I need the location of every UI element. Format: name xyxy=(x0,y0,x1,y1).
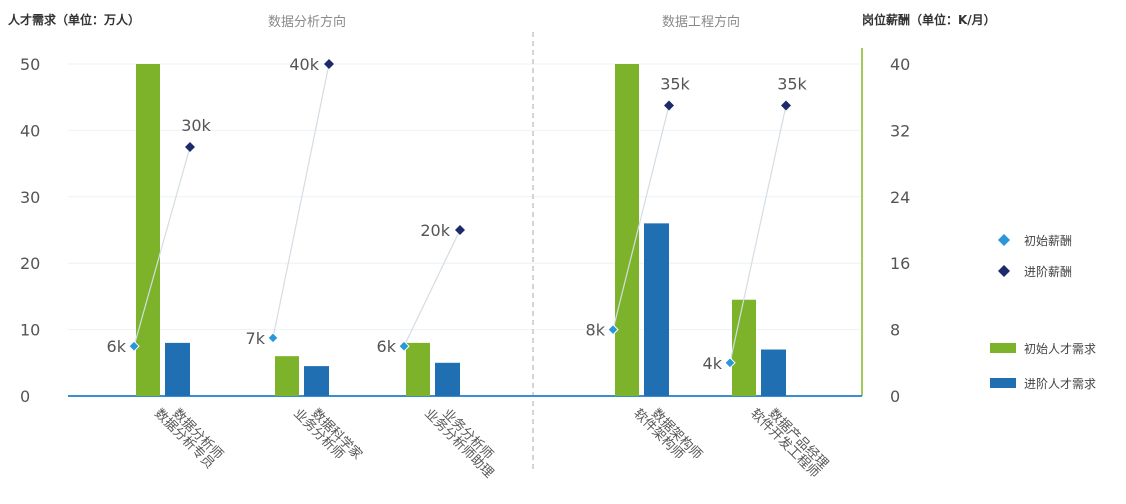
y-left-tick-label: 10 xyxy=(20,321,40,340)
connector-layer xyxy=(133,63,787,363)
legend-label: 初始薪酬 xyxy=(1024,234,1072,248)
y-left-tick-label: 30 xyxy=(20,188,40,207)
advanced-salary-marker xyxy=(664,100,674,111)
advanced-salary-label: 35k xyxy=(777,75,807,94)
advanced-salary-label: 35k xyxy=(660,75,690,94)
initial-salary-marker xyxy=(607,323,619,336)
y-left-axis-title: 人才需求（单位：万人） xyxy=(8,12,140,27)
y-left-tick-label: 0 xyxy=(20,387,30,406)
bar-layer xyxy=(136,64,786,396)
initial-salary-label: 6k xyxy=(377,337,397,356)
y-right-axis-title: 岗位薪酬（单位：K/月） xyxy=(862,12,996,27)
y-right-tick-label: 24 xyxy=(890,188,910,207)
legend-bar-swatch xyxy=(990,378,1016,388)
legend-label: 进阶人才需求 xyxy=(1024,377,1096,391)
initial-salary-marker xyxy=(128,340,140,352)
advanced-salary-marker xyxy=(455,225,465,235)
y-right-tick-label: 0 xyxy=(890,387,900,406)
initial-demand-bar xyxy=(615,64,639,396)
salary-connector xyxy=(133,146,191,347)
legend-label: 进阶薪酬 xyxy=(1024,265,1072,279)
initial-salary-label: 4k xyxy=(703,354,723,373)
initial-salary-label: 8k xyxy=(586,321,606,340)
advanced-salary-label: 40k xyxy=(289,55,319,74)
section-title-engineering: 数据工程方向 xyxy=(662,14,740,30)
initial-salary-marker xyxy=(267,332,279,344)
initial-demand-bar xyxy=(406,342,430,396)
salary-connector xyxy=(612,105,670,330)
advanced-demand-bar xyxy=(761,349,786,396)
advanced-salary-label: 20k xyxy=(420,221,450,240)
initial-demand-bar xyxy=(136,64,160,396)
legend-diamond-marker xyxy=(998,234,1010,246)
initial-salary-marker xyxy=(398,340,410,352)
salary-connector xyxy=(729,105,787,363)
initial-salary-marker xyxy=(724,357,736,369)
section-title-analysis: 数据分析方向 xyxy=(268,14,346,30)
initial-demand-bar xyxy=(732,299,756,396)
legend-label: 初始人才需求 xyxy=(1024,342,1096,356)
y-right-tick-label: 32 xyxy=(890,121,910,140)
advanced-salary-marker xyxy=(185,142,195,152)
initial-demand-bar xyxy=(275,356,299,396)
legend-diamond-marker xyxy=(998,265,1010,277)
advanced-salary-marker xyxy=(781,100,791,111)
y-right-tick-label: 8 xyxy=(890,321,900,340)
advanced-demand-bar xyxy=(644,223,669,396)
advanced-demand-bar xyxy=(304,366,329,396)
y-right-tick-label: 40 xyxy=(890,55,910,74)
advanced-demand-bar xyxy=(435,362,460,396)
advanced-salary-label: 30k xyxy=(181,116,211,135)
y-left-tick-label: 40 xyxy=(20,121,40,140)
advanced-salary-marker xyxy=(324,59,334,69)
legend-bar-swatch xyxy=(990,343,1016,353)
initial-salary-label: 7k xyxy=(246,329,266,348)
y-left-tick-label: 50 xyxy=(20,55,40,74)
initial-salary-label: 6k xyxy=(107,337,127,356)
marker-layer xyxy=(128,59,791,369)
grid-layer xyxy=(68,32,863,470)
advanced-demand-bar xyxy=(165,342,190,396)
salary-connector xyxy=(403,229,461,347)
y-left-tick-label: 20 xyxy=(20,254,40,273)
y-right-tick-label: 16 xyxy=(890,254,910,273)
salary-connector xyxy=(272,63,330,339)
